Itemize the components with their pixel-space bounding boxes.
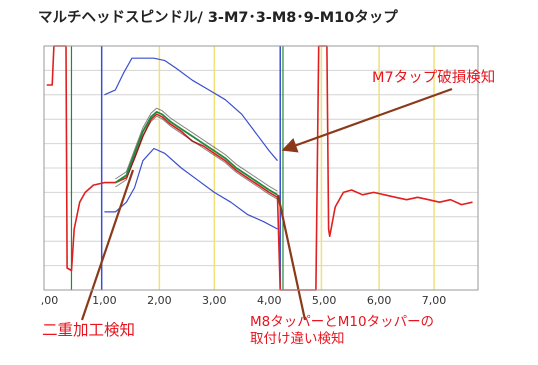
annotation-double-machining: 二重加工検知	[42, 321, 136, 339]
series-lower-envelope	[104, 147, 278, 230]
plot-frame	[43, 45, 479, 291]
x-tick-label: 5,00	[312, 294, 337, 307]
x-tick-label: 3,00	[202, 294, 227, 307]
x-tick-label: 7,00	[422, 294, 447, 307]
series-overlay-band	[115, 115, 278, 200]
x-tick-label: 2,00	[147, 294, 172, 307]
annotation-arrows	[80, 87, 453, 321]
x-tick-label: 6,00	[367, 294, 392, 307]
x-tick-label: ,00	[41, 294, 59, 307]
series-overlay-band	[115, 107, 278, 192]
data-lines	[46, 45, 473, 291]
series-signal	[46, 45, 473, 291]
arrow-tapper-mismatch	[276, 194, 307, 321]
series-upper-envelope	[104, 57, 278, 162]
x-tick-labels: ,00 1,00 2,00 3,00 4,00 5,00 6,00 7,00	[41, 294, 447, 307]
arrow-double-machining	[80, 169, 135, 321]
x-tick-label: 1,00	[92, 294, 117, 307]
annotation-m7-breakage: M7タップ破損検知	[372, 70, 496, 86]
annotation-tapper-mismatch-line2: 取付け違い検知	[250, 331, 345, 347]
grid	[44, 69, 478, 267]
arrow-m7-breakage	[281, 87, 453, 153]
annotation-tapper-mismatch: M8タッパーとM10タッパーの 取付け違い検知	[250, 314, 434, 348]
x-tick-label: 4,00	[257, 294, 282, 307]
series-reference	[114, 111, 278, 196]
chart-title: マルチヘッドスピンドル/ 3-M7･3-M8･9-M10タップ	[38, 10, 398, 26]
annotation-tapper-mismatch-line1: M8タッパーとM10タッパーの	[250, 314, 435, 330]
vertical-markers	[70, 46, 435, 290]
